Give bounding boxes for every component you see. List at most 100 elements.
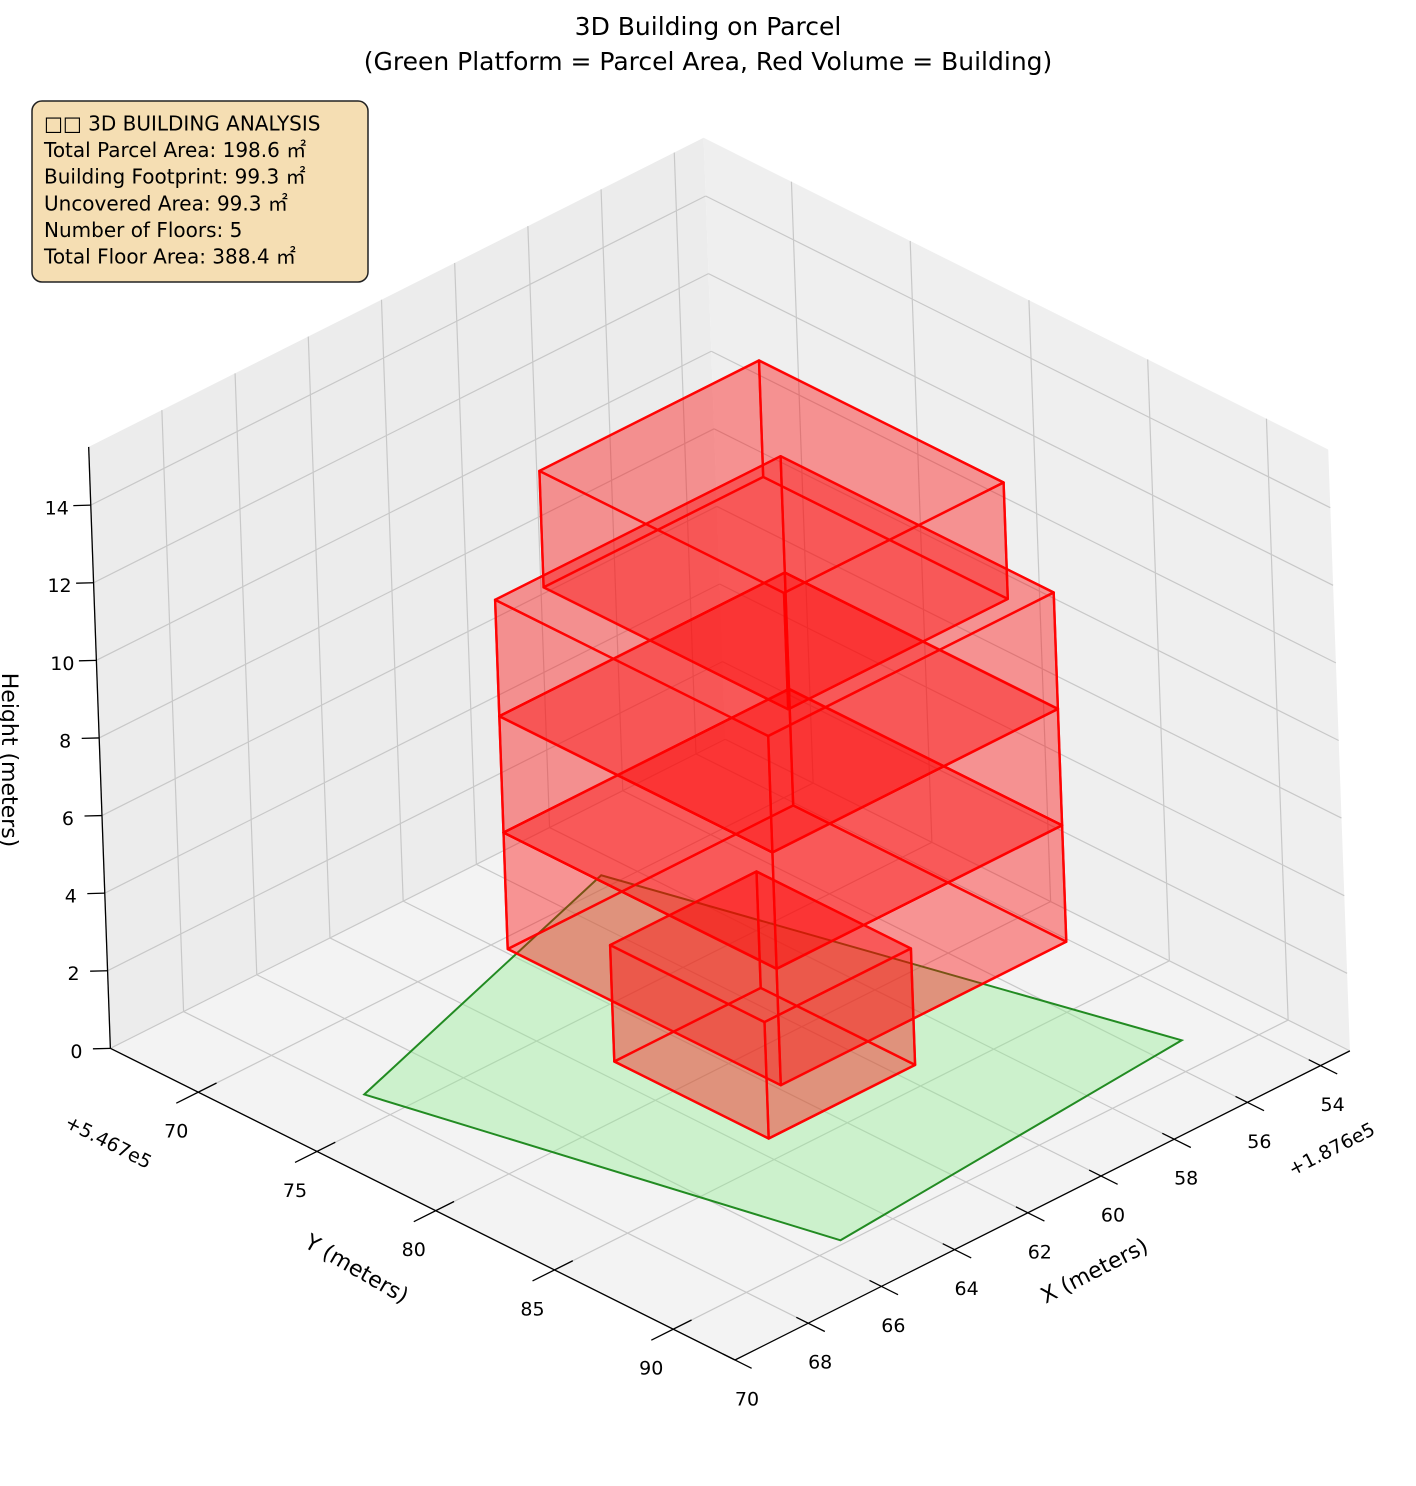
info-line: Total Parcel Area: 198.6 ㎡ [43, 138, 306, 162]
grid-line [107, 661, 723, 972]
grid-line [90, 195, 706, 506]
info-line: Building Footprint: 99.3 ㎡ [44, 165, 306, 189]
x-tick-mark [1308, 1059, 1338, 1075]
grid-line [183, 1011, 809, 1324]
y-tick-mark [650, 1319, 692, 1341]
z-tick-label: 6 [62, 808, 74, 830]
x-tick-label: 62 [1028, 1241, 1052, 1263]
y-tick-label: 80 [402, 1239, 426, 1261]
x-tick-mark [942, 1243, 972, 1259]
grid-line [435, 901, 1051, 1212]
grid-line [104, 583, 720, 894]
y-tick-label: 75 [283, 1180, 307, 1202]
grid-line [713, 428, 1339, 742]
grid-line [600, 189, 624, 791]
parcel [362, 874, 1185, 1242]
y-tick-label: 90 [639, 1358, 663, 1380]
x-tick-mark [1015, 1206, 1045, 1222]
grid-line [708, 273, 1334, 586]
z-tick-label: 12 [47, 575, 71, 597]
x-tick-mark [1162, 1132, 1192, 1149]
y-axis-line [110, 1047, 736, 1361]
x-tick-label: 70 [735, 1389, 759, 1411]
z-tick-label: 14 [45, 498, 69, 520]
grid-line [622, 790, 1248, 1103]
grid-line [256, 974, 882, 1287]
grid-line [234, 373, 258, 975]
x-tick-label: 64 [955, 1278, 979, 1300]
grid-line [1147, 359, 1170, 961]
y-tick-mark [175, 1082, 217, 1104]
floor-pane [110, 739, 1350, 1360]
grid-line [454, 262, 477, 865]
grid-line [96, 350, 712, 661]
x-tick-label: 60 [1101, 1205, 1125, 1227]
grid-line [719, 583, 1345, 897]
info-box-frame [31, 100, 369, 283]
info-line: Uncovered Area: 99.3 ㎡ [44, 191, 288, 215]
grid-line [380, 299, 404, 902]
grid-line [716, 505, 1342, 819]
grid-line [695, 753, 1321, 1067]
z-tick-label: 0 [70, 1041, 82, 1063]
y-tick-label: 85 [520, 1298, 544, 1320]
grid-line [710, 350, 1337, 664]
grid-line [790, 181, 814, 784]
y-axis-label: Y (meters) [299, 1229, 412, 1309]
x-tick-label: 58 [1174, 1168, 1198, 1190]
grid-line [1028, 300, 1052, 902]
info-line: □□ 3D BUILDING ANALYSIS [44, 112, 320, 136]
z-tick-label: 2 [68, 963, 80, 985]
grid-line [724, 738, 1351, 1052]
grid-line [554, 960, 1170, 1271]
x-axis-line [734, 1050, 1351, 1361]
z-tick-label: 10 [50, 653, 74, 675]
right-pane [703, 137, 1350, 1051]
y-offset-label: +5.467e5 [61, 1111, 155, 1173]
x-tick-label: 68 [808, 1352, 832, 1374]
chart-subtitle: (Green Platform = Parcel Area, Red Volum… [364, 47, 1053, 76]
grid-line [909, 240, 933, 843]
z-axis-label: Height (meters) [0, 673, 21, 848]
x-tick-mark [1235, 1095, 1265, 1112]
grid-line [673, 152, 697, 754]
z-tick-label: 4 [65, 886, 77, 908]
grid-line [307, 336, 331, 938]
info-line: Total Floor Area: 388.4 ㎡ [43, 245, 296, 269]
grid-line [98, 428, 715, 739]
grid-line [161, 410, 185, 1012]
floor-top [493, 455, 1055, 738]
info-line: Number of Floors: 5 [44, 218, 242, 242]
grid-line [329, 937, 955, 1251]
x-tick-mark [796, 1316, 826, 1333]
grid-line [316, 841, 933, 1152]
x-tick-mark [869, 1279, 899, 1296]
chart-title: 3D Building on Parcel [575, 12, 842, 41]
x-tick-label: 54 [1321, 1094, 1345, 1116]
plot-area [73, 137, 1351, 1369]
z-tick-label: 8 [59, 730, 71, 752]
y-tick-label: 70 [164, 1121, 188, 1143]
z-axis-line [88, 446, 112, 1049]
grid-line [93, 273, 709, 584]
grid-line [402, 900, 1029, 1214]
grid-line [476, 863, 1102, 1177]
grid-line [705, 195, 1331, 509]
grid-line [672, 1019, 1289, 1330]
x-tick-mark [1088, 1169, 1118, 1185]
x-axis-label: X (meters) [1037, 1234, 1152, 1309]
x-tick-label: 56 [1247, 1131, 1271, 1153]
grid-line [549, 827, 1175, 1140]
grid-line [1265, 418, 1289, 1021]
y-tick-mark [532, 1260, 574, 1282]
grid-line [197, 782, 814, 1093]
grid-line [110, 738, 726, 1049]
grid-line [527, 226, 551, 828]
floor-top [608, 870, 913, 1024]
y-tick-mark [413, 1200, 455, 1223]
grid-line [101, 505, 718, 817]
x-offset-label: +1.876e5 [1285, 1118, 1379, 1180]
x-tick-label: 66 [881, 1315, 905, 1337]
